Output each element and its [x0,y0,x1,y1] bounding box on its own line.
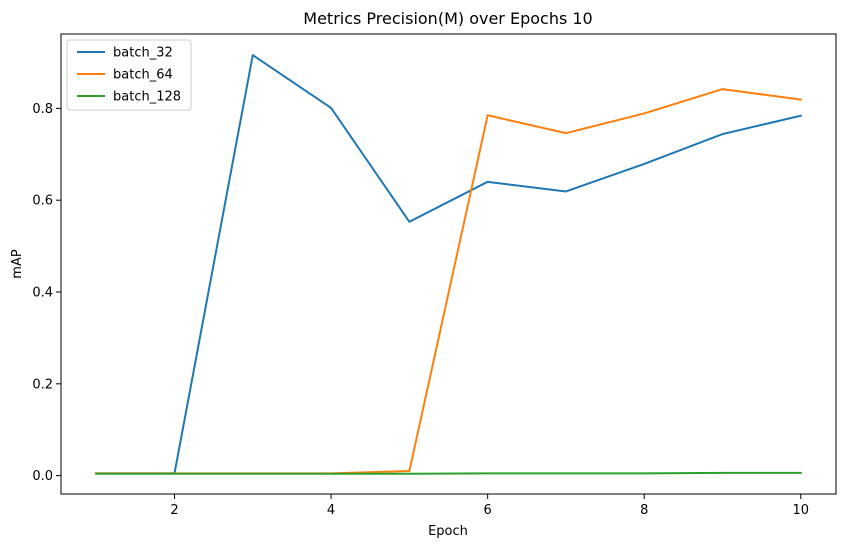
legend-label-batch_32: batch_32 [113,46,173,61]
x-axis-label: Epoch [428,524,468,539]
x-tick-label: 10 [792,503,809,518]
y-tick-label: 0.6 [32,194,53,209]
legend-box [66,39,192,111]
legend-label-batch_128: batch_128 [113,90,181,105]
y-tick-label: 0.8 [32,102,53,117]
series-line-batch_128 [95,471,802,475]
y-tick-label: 0.4 [32,286,53,301]
x-tick-label: 8 [640,503,648,518]
x-tick-label: 2 [170,503,178,518]
legend: batch_32 batch_64 batch_128 [66,39,192,111]
x-tick-label: 4 [327,503,335,518]
chart-title: Metrics Precision(M) over Epochs 10 [303,9,592,28]
y-axis-label: mAP [10,249,25,279]
plot-frame [60,33,837,495]
y-tick-label: 0.2 [32,377,53,392]
series-line-batch_32 [95,54,802,475]
x-tick-label: 6 [484,503,492,518]
legend-label-batch_64: batch_64 [113,68,173,83]
y-tick-label: 0.0 [32,469,53,484]
